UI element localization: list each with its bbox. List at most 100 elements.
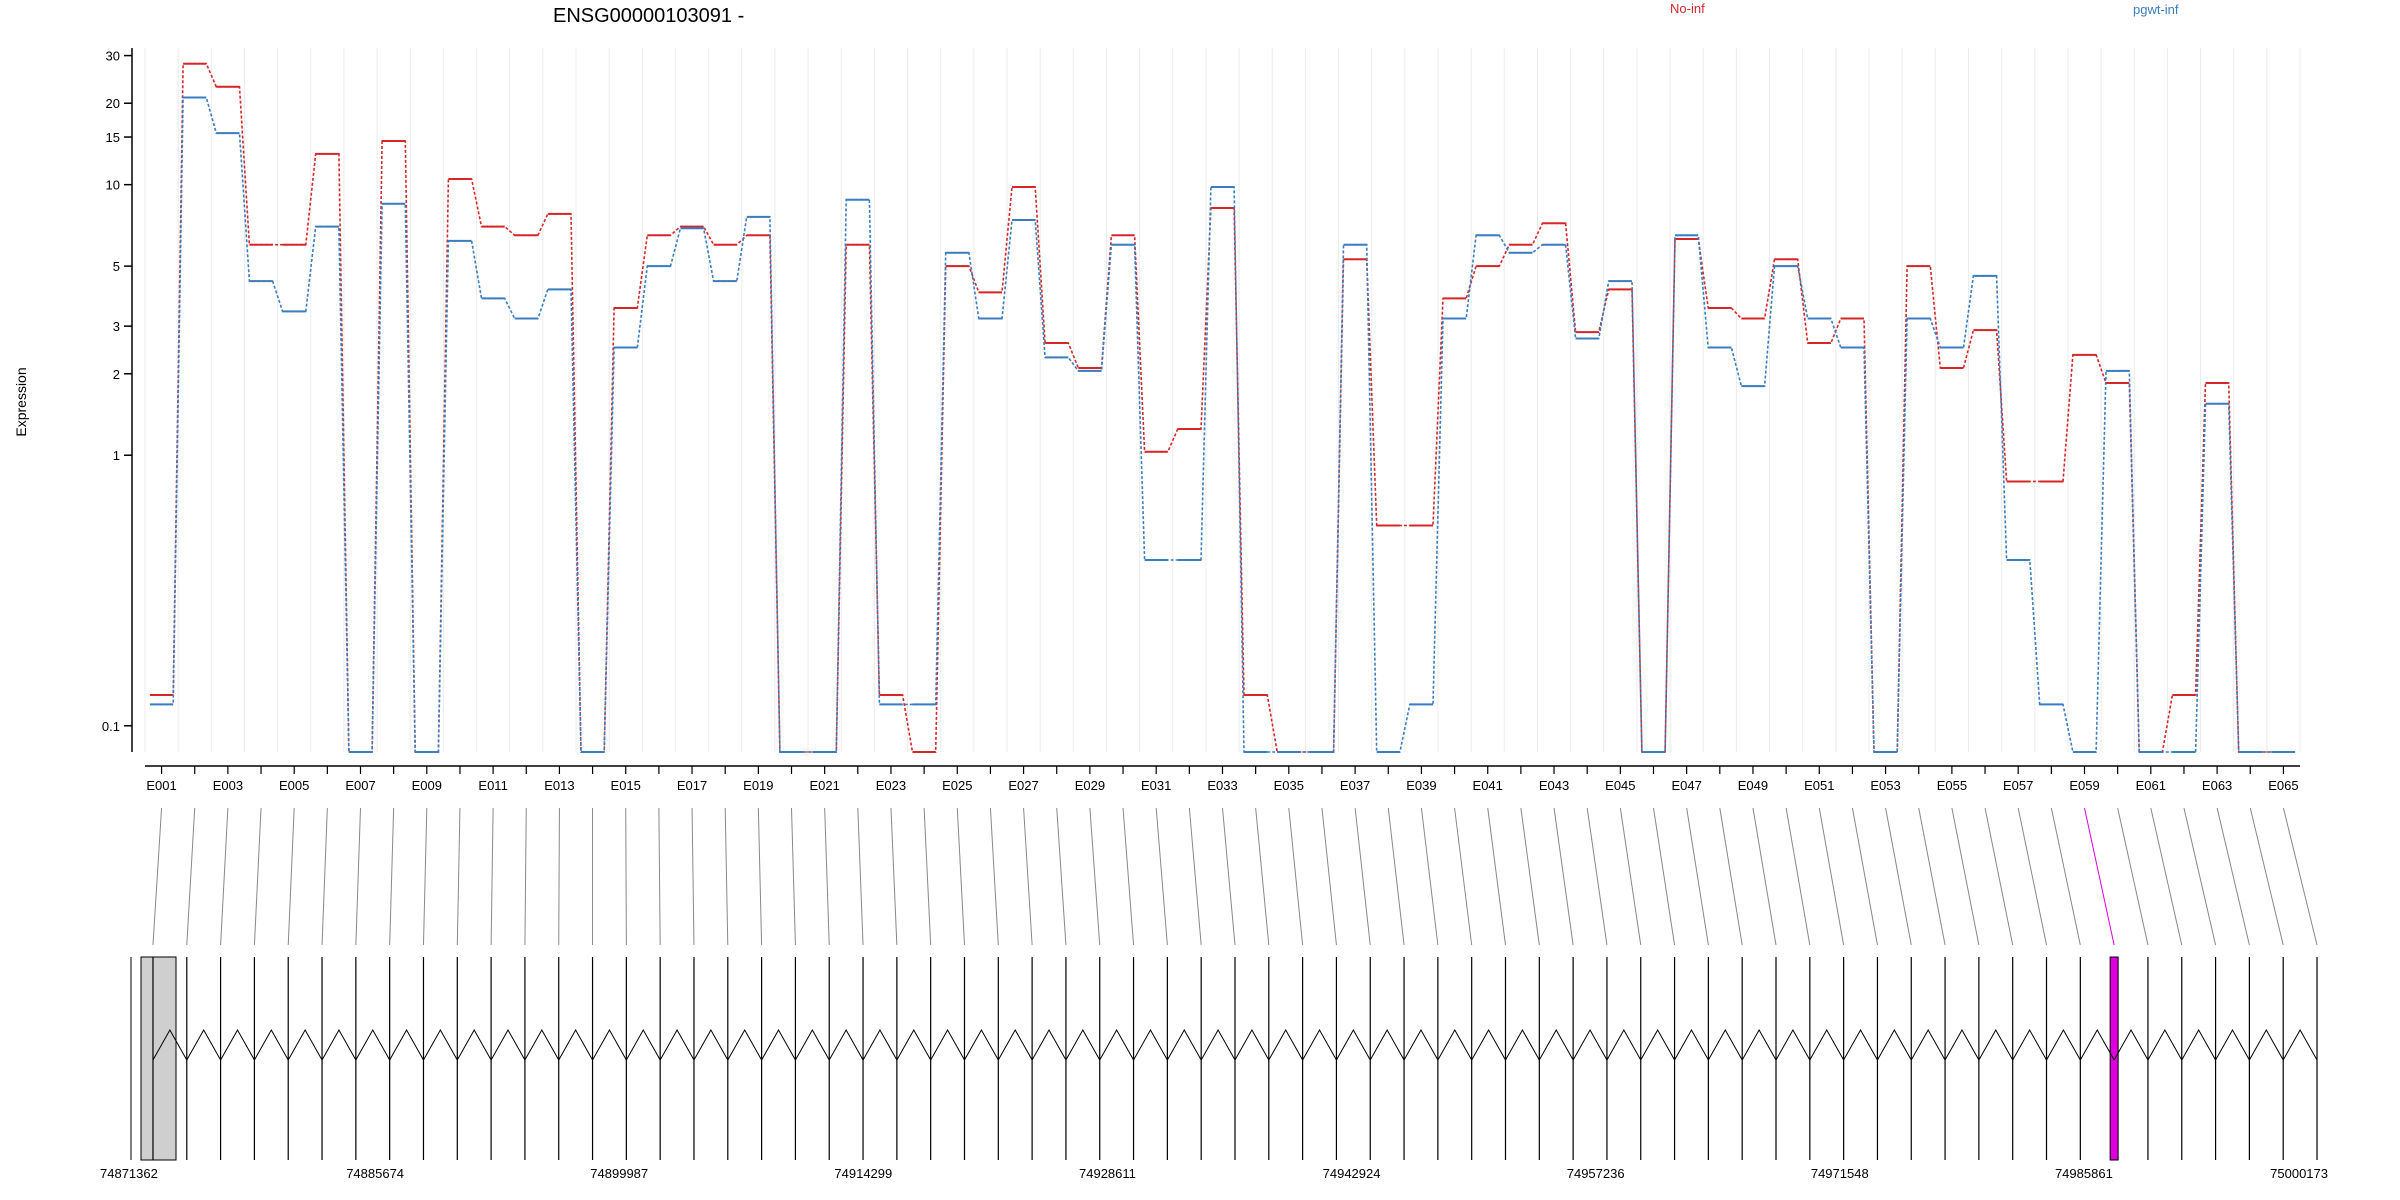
exon-connector [422, 807, 428, 946]
exon-connector [1719, 807, 1743, 946]
x-tick-label: E015 [611, 778, 641, 793]
exon-connector [321, 807, 328, 946]
intron-line [1031, 1028, 1067, 1061]
intron-line [1268, 1028, 1304, 1061]
intron-line [930, 1028, 965, 1061]
exon-connector [1686, 807, 1709, 946]
series-line [150, 62, 2295, 753]
series-lines [149, 62, 2296, 753]
series-line [150, 96, 2295, 753]
intron-line [1505, 1028, 1540, 1061]
exon-connector [791, 807, 796, 946]
exon-connector [253, 807, 262, 946]
x-tick-label: E045 [1605, 778, 1635, 793]
intron-line [1877, 1028, 1912, 1061]
exon-connector [658, 807, 661, 946]
genomic-coordinate-label: 74957236 [1567, 1166, 1625, 1181]
exon-connector [152, 807, 163, 946]
genomic-coordinate-label: 74985861 [2055, 1166, 2113, 1181]
intron-line [2046, 1028, 2081, 1061]
exon-connector [1354, 807, 1371, 946]
intron-line [1978, 1028, 2014, 1061]
exon-connector [1155, 807, 1168, 946]
x-tick-label: E063 [2202, 778, 2232, 793]
x-tick-label: E047 [1671, 778, 1701, 793]
exon-connector [625, 807, 627, 946]
vertical-grid [144, 48, 2301, 752]
exon-connector [1818, 807, 1845, 946]
exon-connector [1619, 807, 1642, 946]
intron-line [152, 1028, 188, 1061]
exon-connector [1387, 807, 1405, 946]
intron-line [997, 1028, 1033, 1061]
exon-connector [1653, 807, 1676, 946]
gene-model [130, 956, 2318, 1161]
exon-connector [2050, 807, 2081, 946]
exon-connector [1288, 807, 1304, 946]
y-tick-label: 10 [106, 178, 120, 193]
exon-connector [1222, 807, 1236, 946]
intron-line [625, 1028, 661, 1061]
exon-connector [1951, 807, 1980, 946]
exon-connector [1885, 807, 1912, 946]
x-tick-label: E027 [1008, 778, 1038, 793]
exon-connector [2282, 807, 2318, 946]
intron-line [2079, 1028, 2115, 1061]
intron-line [1335, 1028, 1371, 1061]
genomic-coordinate-label: 75000173 [2270, 1166, 2328, 1181]
exon-connector [389, 807, 395, 946]
intron-line [896, 1028, 932, 1061]
intron-line [2113, 1028, 2149, 1061]
exon-connector [1420, 807, 1439, 946]
x-tick-label: E061 [2136, 778, 2166, 793]
intron-line [1707, 1028, 1743, 1061]
intron-line [423, 1028, 458, 1061]
intron-line [1133, 1028, 1168, 1061]
intron-line [186, 1028, 222, 1061]
intron-line [1910, 1028, 1946, 1061]
exon-connector [956, 807, 965, 946]
exon-connector [1487, 807, 1506, 946]
x-tick-label: E031 [1141, 778, 1171, 793]
x-tick-label: E043 [1539, 778, 1569, 793]
intron-line [1403, 1028, 1439, 1061]
chart-title: ENSG00000103091 - [553, 5, 744, 27]
genomic-coordinate-label: 74942924 [1323, 1166, 1381, 1181]
x-tick-label: E041 [1473, 778, 1503, 793]
x-tick-label: E007 [345, 778, 375, 793]
y-tick-label: 1 [113, 448, 120, 463]
intron-line [592, 1028, 627, 1061]
exon-block [140, 956, 177, 1161]
exon-connector [1321, 807, 1337, 946]
intron-line [1200, 1028, 1236, 1061]
intron-line [2248, 1028, 2284, 1061]
intron-line [862, 1028, 898, 1061]
exon-connector [724, 807, 729, 946]
y-tick-label: 5 [113, 259, 120, 274]
intron-line [964, 1028, 999, 1061]
x-tick-label: E055 [1937, 778, 1967, 793]
intron-line [2181, 1028, 2217, 1061]
genomic-axis: 74871362 74885674 74899987 74914299 74928611… [100, 1166, 2328, 1181]
x-tick-label: E065 [2268, 778, 2298, 793]
y-axis-label: Expression [13, 367, 29, 436]
intron-line [524, 1028, 560, 1061]
intron-line [220, 1028, 255, 1061]
exon-connector [558, 807, 560, 946]
exon-connector [857, 807, 864, 946]
intron-line [2282, 1028, 2318, 1061]
intron-line [1944, 1028, 1980, 1061]
intron-line [794, 1028, 830, 1061]
x-tick-label: E011 [478, 778, 507, 793]
exon-connector [186, 807, 196, 946]
exon-connector [2017, 807, 2047, 946]
x-tick-label: E005 [279, 778, 309, 793]
y-tick-label: 30 [106, 49, 120, 64]
intron-line [1809, 1028, 1845, 1061]
intron-line [389, 1028, 424, 1061]
intron-line [1369, 1028, 1405, 1061]
intron-line [1166, 1028, 1202, 1061]
y-tick-label: 3 [113, 319, 120, 334]
genomic-coordinate-label: 74928611 [1079, 1166, 1136, 1181]
intron-line [1302, 1028, 1337, 1061]
